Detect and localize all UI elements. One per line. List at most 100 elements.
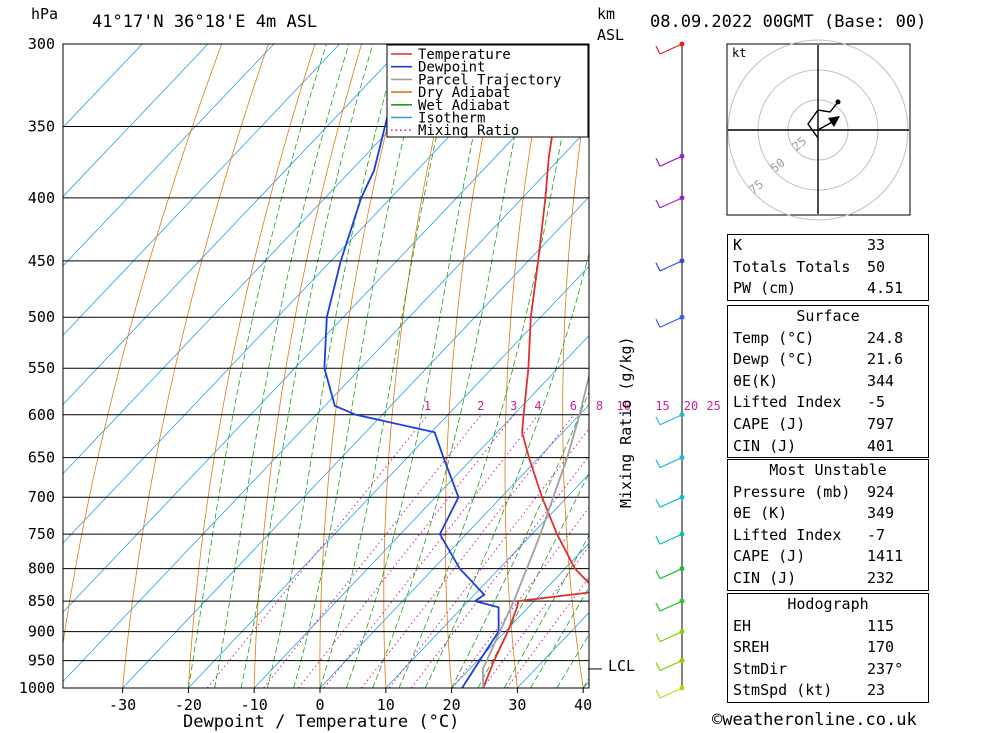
pressure-tick-label: 400 [28,189,55,207]
temperature-line [482,44,589,688]
hodograph-row: StmDir 237° [733,659,904,678]
pressure-tick-label: 800 [28,560,55,578]
dry-adiabat-line [921,35,1000,688]
isotherm-line [188,265,589,688]
hodograph-title: Hodograph [787,595,869,613]
most-unstable-table: Most Unstable Pressure (mb) 924 θE (K) 349… [727,459,929,591]
legend-entry: Wet Adiabat [418,98,511,114]
dry-adiabat-line [445,44,502,688]
wet-adiabat-line [477,472,589,688]
wind-barb [659,197,683,209]
index-row-pw: PW (cm) 4.51 [733,279,904,298]
wet-adiabat-line [398,44,581,688]
parcel-trajectory-line [481,372,589,688]
temp-tick-label: -30 [109,696,136,714]
wind-barb [659,631,683,643]
wind-barb [659,414,683,426]
wet-adiabat-line [424,252,589,688]
wind-barb-flag [655,318,661,328]
isotherm-line [63,44,538,544]
hodograph-end-point [835,99,841,105]
surface-row: CAPE (J) 797 [733,414,895,433]
wet-adiabat-line [267,44,400,688]
mixing-ratio-line [452,506,589,688]
wind-barb [659,600,683,612]
mixing-ratio-label: 4 [534,399,541,413]
asl-label: ASL [597,26,625,44]
mixing-ratio-line [506,576,589,688]
isotherm-line [63,57,589,613]
wet-adiabat-line [240,44,374,688]
index-row-totals: Totals Totals 50 [733,257,886,276]
dry-adiabat-line [122,44,269,688]
hodograph-table: Hodograph EH 115 SREH 170 StmDir 237° StmSp… [727,593,929,703]
km-label: km [597,5,616,23]
wind-barb-flag [655,662,661,671]
isotherm-line [63,127,589,683]
hodograph-row: SREH 170 [733,638,895,657]
hpa-unit-label: hPa [31,5,59,23]
isotherm-line [63,44,406,406]
mixing-ratio-label: 10 [617,399,631,413]
pressure-tick-label: 750 [28,525,55,543]
wind-barb [659,155,683,167]
wind-barb-flag [655,570,661,579]
pressure-tick-label: 850 [28,592,55,610]
indices-table: K 33 Totals Totals 50 PW (cm) 4.51 [727,234,929,301]
surface-row: θE(K) 344 [733,371,895,390]
wind-barb-flag [655,199,661,209]
mixing-ratio-line [361,414,575,688]
legend-entry: Dewpoint [418,60,485,76]
surface-row: CIN (J) 401 [733,436,895,455]
temp-tick-label: 20 [443,696,461,714]
dry-adiabat-line [673,35,715,688]
legend-entry: Dry Adiabat [418,85,511,101]
surface-title: Surface [796,307,860,325]
isotherm-line [451,542,589,688]
datetime-label: 08.09.2022 00GMT (Base: 00) [650,12,927,32]
legend-entry: Isotherm [418,111,485,127]
wind-barb [659,496,683,508]
wet-adiabat-line [188,44,327,688]
most-unstable-row: CAPE (J) 1411 [733,547,904,566]
surface-row: Dewp (°C) 21.6 [733,350,904,369]
pressure-tick-label: 500 [28,308,55,326]
pressure-tick-label: 1000 [19,679,55,697]
isotherm-line [63,44,472,475]
isotherm-line [63,44,209,198]
hodograph-unit-label: kt [732,46,746,60]
wind-barb-flag [655,633,661,642]
hodograph-row: EH 115 [733,616,895,635]
mixing-ratio-line [323,414,539,688]
mixing-ratio-label: 25 [706,399,720,413]
legend-entry: Parcel Trajectory [418,72,561,88]
isotherm-line [63,44,340,336]
wind-barb-flag [655,498,661,508]
pressure-tick-label: 300 [28,35,55,53]
wind-barb [659,316,683,328]
wind-barb [659,533,683,545]
lcl-label: LCL [608,657,635,675]
dry-adiabat-line [188,44,316,688]
wet-adiabat-line [345,44,494,688]
legend-box [386,44,589,138]
wind-barb [659,660,683,672]
wind-barb [659,43,683,55]
temp-tick-label: -10 [241,696,268,714]
surface-table: Surface Temp (°C) 24.8 Dewp (°C) 21.6 θE(K… [727,305,929,459]
mixing-ratio-label: 2 [477,399,484,413]
storm-motion-arrow [828,116,840,127]
dry-adiabat-line [383,44,456,688]
pressure-tick-label: 650 [28,449,55,467]
temp-tick-label: -20 [175,696,202,714]
wind-barb-flag [655,689,661,699]
most-unstable-row: θE (K) 349 [733,504,895,523]
pressure-tick-label: 450 [28,252,55,270]
most-unstable-row: CIN (J) 232 [733,568,895,587]
hodograph-trace [807,101,839,139]
dry-adiabat-line [968,35,1000,688]
wet-adiabat-line [503,534,589,688]
mixing-ratio-label: 8 [596,399,603,413]
credit-link[interactable]: ©weatheronline.co.uk [712,710,917,730]
